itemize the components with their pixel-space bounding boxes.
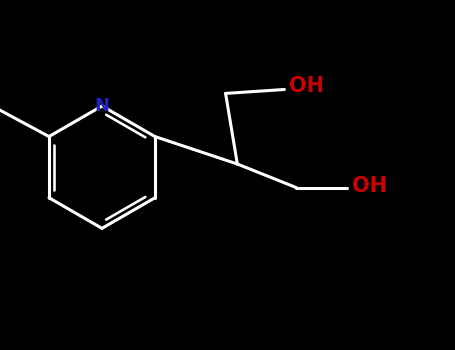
Text: OH: OH bbox=[289, 76, 324, 96]
Text: OH: OH bbox=[352, 176, 387, 196]
Text: N: N bbox=[95, 97, 110, 115]
